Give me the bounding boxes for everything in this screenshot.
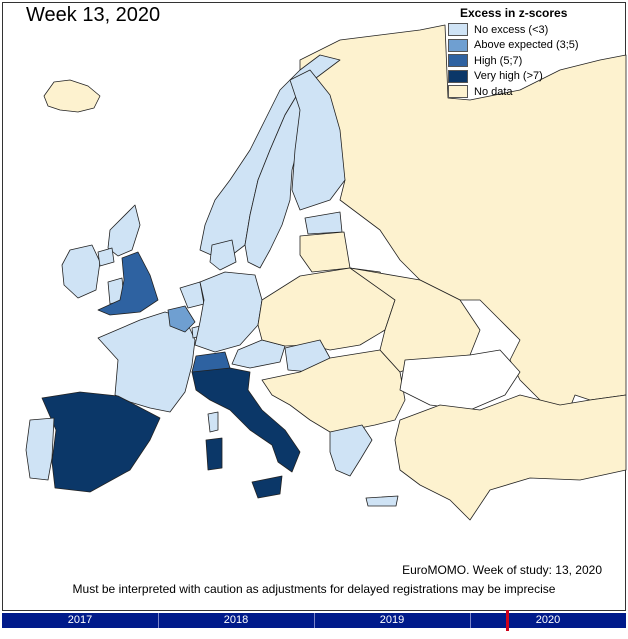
legend-swatch — [448, 85, 468, 99]
black-sea — [399, 349, 521, 411]
map-title: Week 13, 2020 — [26, 4, 161, 26]
legend-item: No data — [448, 84, 579, 100]
region-balkans — [261, 349, 406, 433]
legend-swatch — [448, 38, 468, 52]
region-netherlands — [179, 281, 205, 309]
current-week-marker — [506, 610, 509, 631]
region-iceland — [43, 79, 101, 113]
legend-label: No data — [474, 85, 513, 98]
legend: Excess in z-scores No excess (<3) Above … — [448, 6, 579, 100]
legend-swatch — [448, 23, 468, 37]
legend-item: No excess (<3) — [448, 22, 579, 38]
region-portugal — [25, 417, 55, 481]
legend-label: Very high (>7) — [474, 70, 543, 83]
region-estonia — [304, 211, 343, 235]
region-sardinia — [205, 437, 223, 471]
timeline-year: 2018 — [223, 614, 249, 626]
legend-item: High (5;7) — [448, 53, 579, 69]
region-corsica — [207, 411, 219, 433]
region-ireland — [61, 244, 101, 299]
region-denmark — [209, 239, 237, 271]
region-crete — [365, 495, 399, 507]
timeline-bar: 2017 2018 2019 2020 — [2, 610, 626, 631]
legend-item: Above expected (3;5) — [448, 38, 579, 54]
region-baltics — [299, 231, 351, 273]
legend-label: Above expected (3;5) — [474, 39, 579, 52]
source-footnote: EuroMOMO. Week of study: 13, 2020 — [402, 563, 602, 577]
legend-label: No excess (<3) — [474, 23, 549, 36]
legend-swatch — [448, 54, 468, 68]
region-england — [97, 251, 159, 316]
timeline-year: 2020 — [535, 614, 561, 626]
region-france — [97, 311, 196, 413]
legend-label: High (5;7) — [474, 54, 523, 67]
timeline-tick — [470, 613, 471, 628]
timeline-year: 2017 — [67, 614, 93, 626]
region-northern-ireland — [97, 247, 115, 267]
legend-title: Excess in z-scores — [460, 6, 568, 20]
legend-swatch — [448, 69, 468, 83]
timeline-tick — [314, 613, 315, 628]
region-belgium — [167, 305, 196, 333]
legend-item: Very high (>7) — [448, 69, 579, 85]
region-spain — [41, 391, 161, 493]
region-italy — [191, 367, 301, 473]
region-germany — [194, 271, 263, 353]
region-finland — [289, 69, 346, 211]
region-turkey — [394, 394, 627, 521]
region-scotland — [107, 204, 141, 257]
europe-map — [25, 24, 627, 521]
region-sicily — [251, 475, 283, 499]
region-greece — [329, 424, 373, 477]
timeline-year: 2019 — [379, 614, 405, 626]
caution-note: Must be interpreted with caution as adju… — [72, 582, 556, 596]
timeline-tick — [158, 613, 159, 628]
